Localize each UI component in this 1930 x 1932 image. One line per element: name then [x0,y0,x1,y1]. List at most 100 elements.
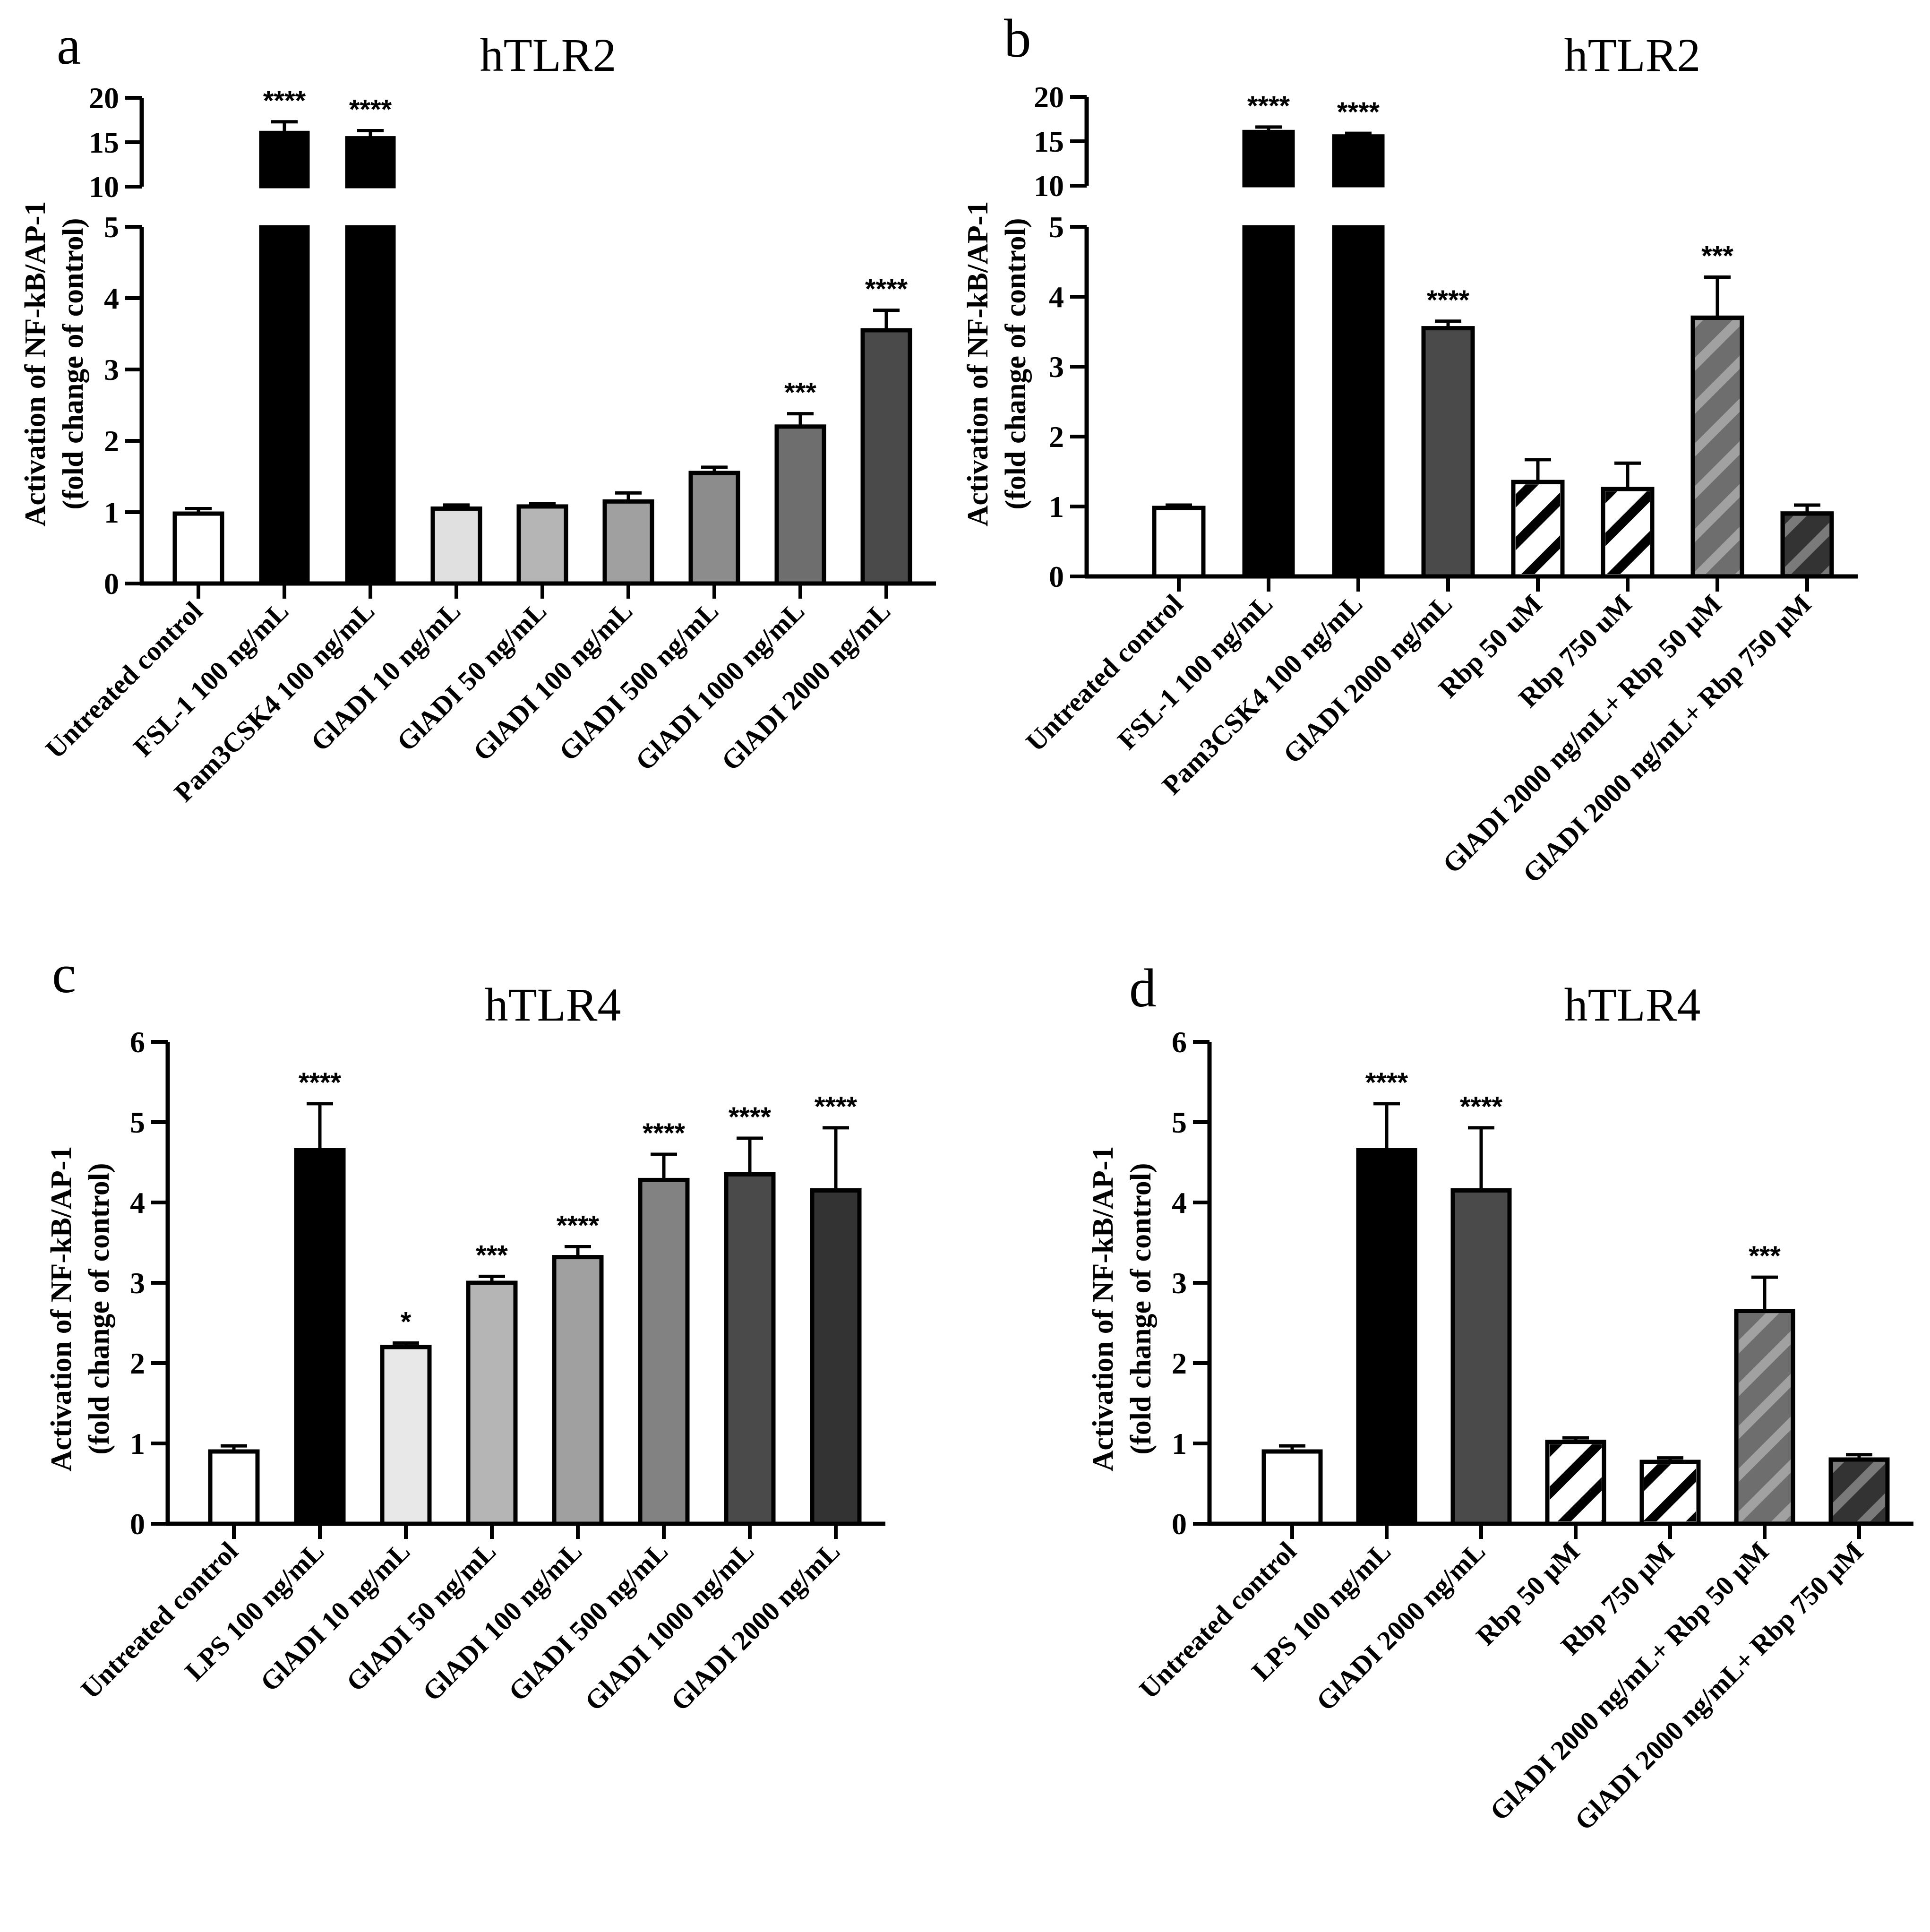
y-tick-label: 5 [104,210,119,244]
y-tick-label: 4 [1049,280,1064,314]
significance-marker: *** [1749,1241,1781,1271]
y-tick-label: 0 [1172,1507,1187,1541]
bar-hatch [1833,1462,1885,1521]
y-tick-label: 3 [130,1266,145,1300]
significance-marker: *** [1701,241,1733,272]
y-tick-label: 3 [1172,1266,1187,1300]
significance-marker: * [401,1307,412,1338]
x-category-label: GlADI 50 ng/mL [340,1536,502,1697]
y-tick-label-upper: 20 [1034,80,1064,114]
y-tick-label: 2 [130,1347,145,1380]
panel-a-ylabel-line2: (fold change of control) [57,218,89,509]
bar [380,1345,432,1526]
x-category-label: GlADI 2000 ng/mL [665,1536,846,1717]
x-category-label: GlADI 50 ng/mL [391,595,552,757]
y-tick-label-upper: 15 [89,126,119,159]
y-tick-label: 5 [1172,1106,1187,1139]
y-tick-label: 1 [1172,1427,1187,1460]
panel-d-ylabel-line1: Activation of NF-kB/AP-1 [1087,1146,1119,1472]
bar [602,499,654,586]
significance-marker: **** [729,1102,772,1133]
y-tick-label: 6 [1172,1025,1187,1059]
bar-hatch [1516,484,1560,574]
bar-lower [1332,225,1385,578]
bar [860,328,912,586]
bar [294,1148,346,1526]
y-tick-label: 2 [1172,1347,1187,1380]
panel-d-chart: d hTLR4 Activation of NF-kB/AP-1 (fold c… [1087,958,1913,1836]
bar-hatch [1644,1464,1696,1521]
panel-c-ylabel-line1: Activation of NF-kB/AP-1 [45,1146,77,1472]
bar [345,136,396,189]
bar [1332,134,1385,188]
y-tick-label-upper: 10 [89,170,119,204]
y-tick-label: 2 [1049,420,1064,454]
panel-b-chart: b hTLR2 Activation of NF-kB/AP-1 (fold c… [962,9,1858,889]
bar-hatch [1739,1313,1791,1521]
bar [1261,1449,1323,1526]
x-category-label: Untreated control [1133,1536,1303,1705]
x-category-label: FSL-1 100 ng/mL [1112,588,1279,756]
y-tick-label: 1 [130,1427,145,1460]
y-tick-label: 1 [104,496,119,529]
panel-d-ylabel-line2: (fold change of control) [1125,1163,1157,1454]
panel-b-title: hTLR2 [1564,29,1701,81]
significance-marker: *** [784,378,816,408]
bar [1242,129,1295,188]
x-category-label: GlADI 1000 ng/mL [629,595,810,776]
panel-a-chart: a hTLR2 Activation of NF-kB/AP-1 (fold c… [19,16,936,808]
y-tick-label: 4 [1172,1186,1187,1219]
bar [688,471,740,586]
bar-lower [345,225,396,585]
x-category-label: Untreated control [75,1536,244,1705]
panel-c-title: hTLR4 [485,979,621,1031]
significance-marker: **** [643,1118,686,1149]
y-tick-label: 5 [1049,210,1064,244]
significance-marker: **** [263,86,306,116]
bar [466,1280,518,1526]
y-tick-label: 6 [130,1025,145,1059]
bar [1152,506,1206,579]
y-tick-label: 3 [1049,350,1064,384]
y-tick-label-upper: 10 [1034,169,1064,203]
panel-a-ylabel-line1: Activation of NF-kB/AP-1 [19,201,51,527]
bar-hatch [1785,515,1829,574]
x-category-label: Untreated control [1020,588,1189,757]
significance-marker: **** [1460,1091,1503,1122]
x-category-label: GlADI 10 ng/mL [254,1536,416,1697]
panel-c-ylabel-line2: (fold change of control) [83,1163,115,1454]
x-category-label: GlADI 500 ng/mL [502,1536,674,1707]
bar [552,1255,604,1526]
bar [638,1177,690,1526]
bar [724,1172,776,1526]
y-tick-label: 4 [130,1186,145,1219]
x-category-label: GlADI 100 ng/mL [467,595,638,767]
bar-hatch [1605,491,1650,574]
panel-d-letter: d [1129,958,1157,1018]
significance-marker: *** [476,1240,508,1271]
significance-marker: **** [1365,1067,1408,1098]
bar [774,424,826,586]
bar [259,130,310,189]
significance-marker: **** [557,1211,600,1241]
x-category-label: FSL-1 100 ng/mL [128,595,295,763]
panel-a-letter: a [57,16,81,76]
x-category-label: GlADI 1000 ng/mL [579,1536,760,1717]
bar-lower [1242,225,1295,578]
bar-lower [259,225,310,585]
significance-marker: **** [299,1067,342,1098]
y-tick-label: 5 [130,1106,145,1139]
y-tick-label: 0 [104,567,119,601]
y-tick-label-upper: 15 [1034,125,1064,158]
bar [208,1449,260,1526]
significance-marker: **** [1247,91,1290,121]
x-category-label: GlADI 2000 ng/mL [1310,1536,1491,1717]
significance-marker: **** [349,94,392,125]
bar [810,1188,862,1526]
bar [516,504,568,586]
panel-b-letter: b [1004,9,1031,69]
x-category-label: GlADI 2000 ng/mL [1277,588,1458,769]
bar-hatch [1550,1444,1602,1521]
panel-d-title: hTLR4 [1564,979,1701,1031]
